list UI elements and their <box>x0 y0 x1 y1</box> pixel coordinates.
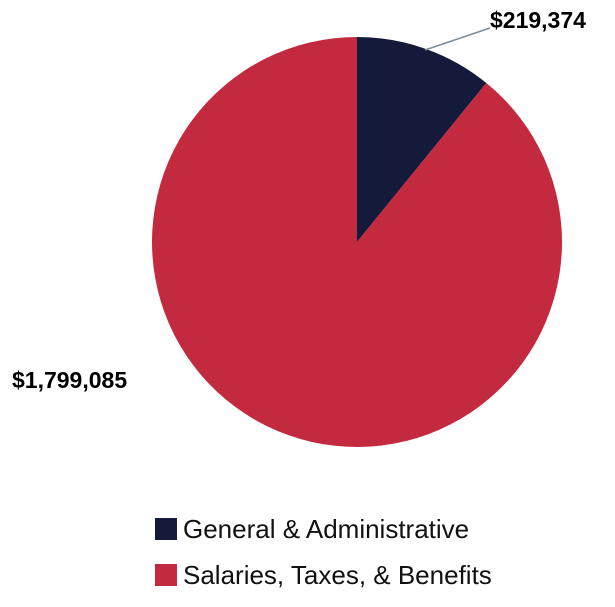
legend-label-general-administrative: General & Administrative <box>183 513 470 544</box>
pie-slice-salaries-taxes-benefits <box>152 37 562 448</box>
legend-swatch-salaries-taxes-benefits <box>155 564 177 586</box>
legend: General & Administrative Salaries, Taxes… <box>155 513 595 607</box>
legend-label-salaries-taxes-benefits: Salaries, Taxes, & Benefits <box>183 559 492 590</box>
legend-swatch-general-administrative <box>155 518 177 540</box>
label-leader-line-general-administrative <box>424 27 491 51</box>
legend-item-salaries-taxes-benefits: Salaries, Taxes, & Benefits <box>155 559 595 590</box>
data-label-salaries-taxes-benefits: $1,799,085 <box>12 367 127 393</box>
legend-item-general-administrative: General & Administrative <box>155 513 595 544</box>
pie-slices <box>152 37 562 448</box>
pie-slice-general-administrative <box>357 37 487 242</box>
data-label-general-administrative: $219,374 <box>490 7 586 33</box>
